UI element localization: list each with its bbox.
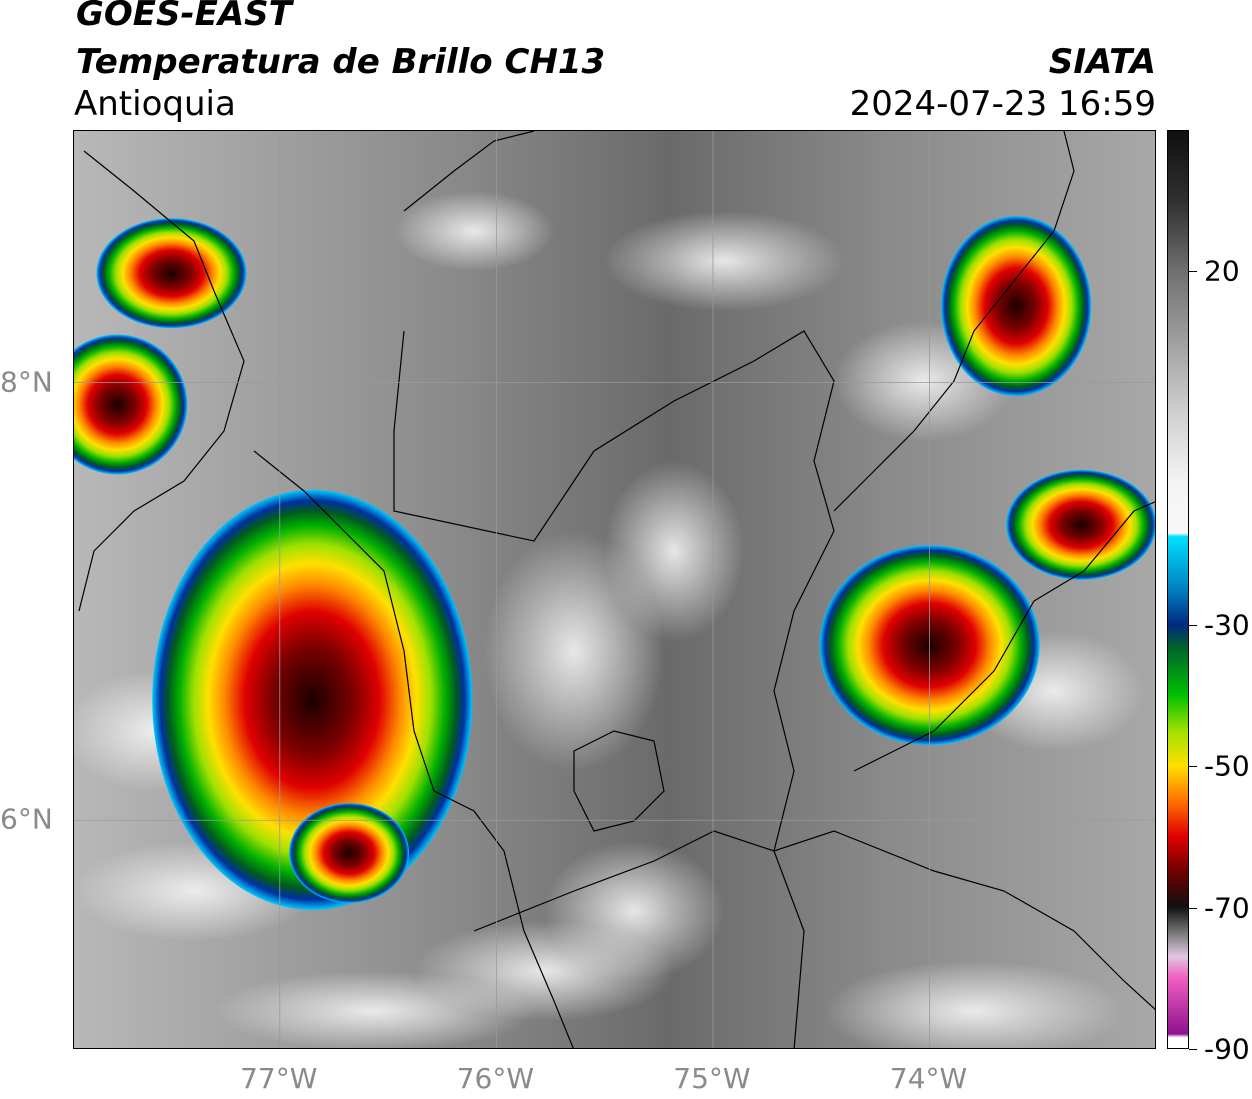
borders-layer <box>78 131 1155 1048</box>
colorbar-tick-mark <box>1189 624 1197 626</box>
x-tick-label: 77°W <box>240 1062 318 1095</box>
department-border-east <box>833 131 1075 512</box>
storm-cell-northeast-cell <box>941 216 1092 397</box>
colorbar-gradient <box>1168 131 1188 1048</box>
title-satellite: GOES-EAST <box>76 0 292 34</box>
cloud-patch <box>544 841 724 981</box>
storm-cell-western-large-complex <box>152 489 473 910</box>
timestamp-label: 2024-07-23 16:59 <box>849 84 1156 124</box>
x-tick-label: 74°W <box>889 1062 968 1095</box>
title-product: Temperatura de Brillo CH13 <box>76 42 606 82</box>
storm-cell-west-coast-cell <box>74 334 188 475</box>
organization-label: SIATA <box>1048 42 1156 82</box>
y-tick-label: 6°N <box>0 802 53 836</box>
colorbar-tick-label: 20 <box>1204 254 1240 288</box>
cloud-texture-layer <box>74 191 1144 1048</box>
storm-cell-east-cell <box>1006 469 1155 580</box>
cloud-patch <box>604 461 744 641</box>
colorbar-tick-mark <box>1189 1049 1197 1050</box>
department-border-south <box>473 830 1155 1010</box>
graticule <box>74 131 1155 1048</box>
cloud-patch <box>824 961 1124 1048</box>
department-border-north <box>403 131 535 212</box>
colorbar-tick-label: -70 <box>1204 891 1250 925</box>
colorbar-tick-mark <box>1189 766 1197 768</box>
colorbar-tick-label: -30 <box>1204 608 1250 642</box>
department-border-southeast <box>853 501 1155 772</box>
colorbar-tick-mark <box>1189 907 1197 909</box>
x-tick-label: 75°W <box>673 1062 751 1095</box>
title-region: Antioquia <box>74 84 236 124</box>
department-border-antioquia <box>393 330 835 1048</box>
storm-cell-northwest-cell <box>96 218 247 329</box>
department-border-west <box>253 450 574 1048</box>
satellite-map[interactable] <box>73 130 1156 1049</box>
cloud-patch <box>394 191 554 271</box>
storm-cell-southwest-cell <box>289 803 410 904</box>
storm-cells-layer <box>74 216 1155 910</box>
colorbar <box>1167 130 1189 1049</box>
colorbar-tick-label: -90 <box>1204 1032 1250 1066</box>
x-tick-label: 76°W <box>456 1062 535 1095</box>
cloud-patch <box>604 211 844 311</box>
colorbar-tick-mark <box>1189 271 1197 273</box>
department-border-central <box>573 730 665 832</box>
colorbar-tick-label: -50 <box>1204 749 1250 783</box>
y-tick-label: 8°N <box>0 365 53 399</box>
coastline-border <box>78 150 245 612</box>
